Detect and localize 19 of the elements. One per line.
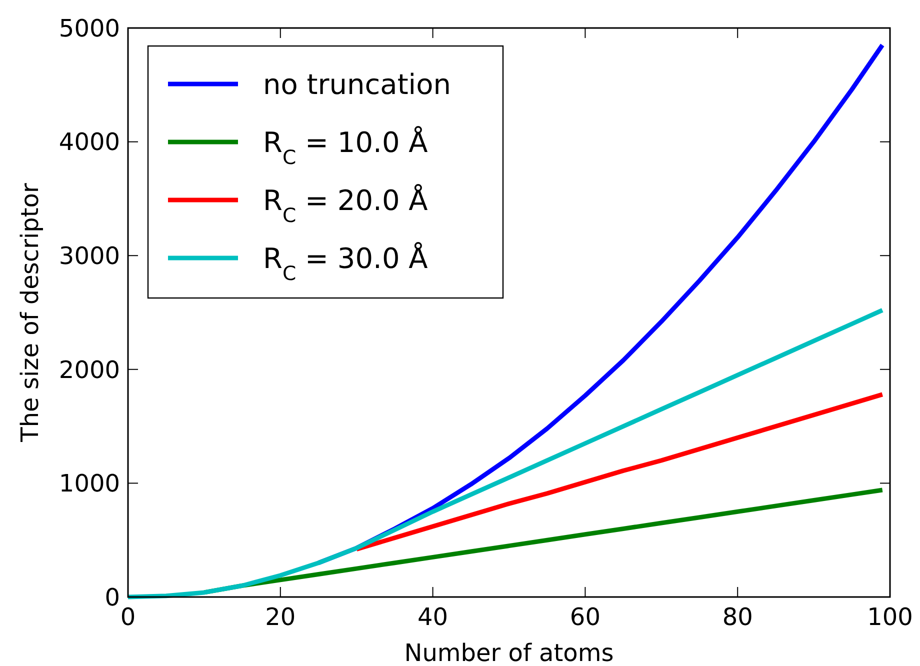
y-tick-label: 2000 <box>58 356 120 384</box>
y-tick-label: 5000 <box>58 14 120 42</box>
x-tick-label: 80 <box>722 603 753 631</box>
y-tick-label: 4000 <box>58 128 120 156</box>
y-axis-title: The size of descriptor <box>16 183 44 443</box>
x-tick-label: 40 <box>418 603 448 631</box>
y-tick-label: 1000 <box>58 470 120 498</box>
x-tick-label: 100 <box>867 603 913 631</box>
y-tick-label: 3000 <box>58 242 120 270</box>
legend-label: R$_{C}$ = 30.0 Å <box>263 242 428 284</box>
x-tick-label: 20 <box>265 603 296 631</box>
legend-label: no truncation <box>263 68 451 101</box>
legend-label: R$_{C}$ = 10.0 Å <box>263 126 428 168</box>
line-series <box>354 392 885 552</box>
line-series <box>126 308 885 600</box>
x-axis-title: Number of atoms <box>404 639 614 666</box>
legend-label: R$_{C}$ = 20.0 Å <box>263 184 428 226</box>
y-tick-label: 0 <box>104 583 120 612</box>
x-tick-label: 60 <box>570 603 600 631</box>
